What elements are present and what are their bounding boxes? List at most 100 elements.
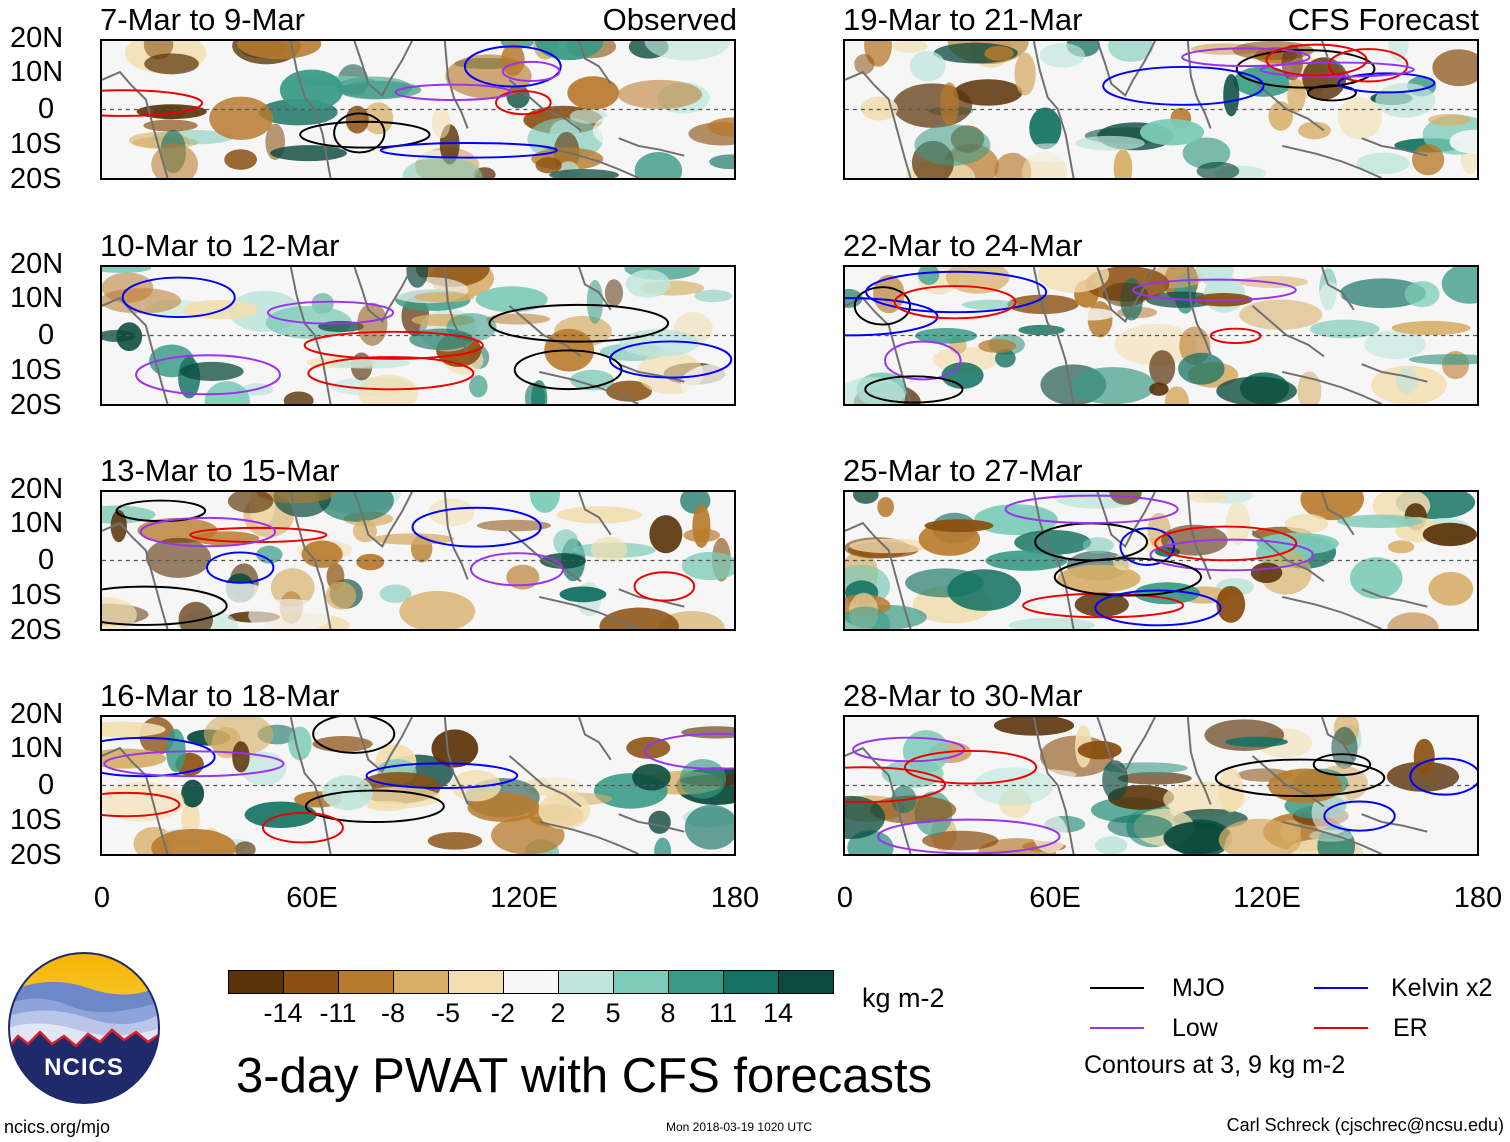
lon-label: 120E: [490, 882, 558, 914]
panel-title-3: 13-Mar to 15-Mar: [100, 453, 340, 488]
pwat-anomaly: [289, 823, 334, 837]
coastline: [1032, 267, 1075, 404]
colorbar-box: [393, 970, 449, 994]
pwat-anomaly: [283, 391, 314, 404]
wave-contour: [845, 766, 947, 803]
pwat-anomaly: [1014, 52, 1036, 96]
pwat-anomaly: [256, 492, 337, 504]
wave-contour: [488, 303, 670, 343]
pwat-anomaly: [402, 156, 483, 178]
pwat-anomaly: [567, 76, 620, 110]
pwat-anomaly: [535, 157, 562, 174]
coastline: [1282, 595, 1383, 629]
pwat-anomaly: [947, 569, 1022, 612]
coastline: [539, 370, 640, 404]
pwat-anomaly: [939, 82, 959, 126]
legend-line-er: [1314, 1027, 1368, 1029]
lon-label: 0: [836, 882, 854, 914]
pwat-field: [845, 717, 1477, 854]
coastline: [289, 267, 332, 404]
pwat-anomaly: [1109, 492, 1142, 505]
pwat-anomaly: [1102, 760, 1129, 800]
lon-label: 120E: [1233, 882, 1301, 914]
pwat-anomaly: [1356, 152, 1410, 175]
coastline: [353, 717, 413, 773]
wave-contour: [865, 270, 1048, 314]
pwat-anomaly: [110, 509, 127, 543]
pwat-anomaly: [1163, 821, 1231, 854]
pwat-anomaly: [978, 339, 1017, 353]
pwat-anomaly: [1218, 768, 1244, 813]
lat-label: 20S: [10, 389, 62, 421]
pwat-anomaly: [599, 607, 679, 629]
pwat-anomaly: [1057, 564, 1141, 593]
wave-contour: [379, 142, 558, 159]
coastline: [289, 492, 332, 629]
pwat-anomaly: [1225, 502, 1251, 545]
colorbar-label: 11: [708, 998, 738, 1028]
wave-contour: [307, 356, 475, 391]
pwat-anomaly: [144, 53, 199, 75]
pwat-anomaly: [180, 361, 244, 381]
pwat-anomaly: [707, 117, 734, 137]
pwat-anomaly: [1259, 550, 1312, 595]
wave-contour: [1209, 327, 1262, 345]
legend-label-er: ER: [1393, 1014, 1428, 1042]
map-panel-7: [843, 490, 1479, 631]
wave-contour: [1214, 758, 1386, 798]
logo-graphic: [8, 952, 160, 1104]
pwat-anomaly: [849, 538, 931, 554]
wave-contour: [121, 276, 236, 319]
pwat-field: [102, 41, 734, 178]
wave-contour: [333, 112, 386, 154]
pwat-anomaly: [1077, 740, 1122, 760]
lat-label: 20N: [10, 22, 64, 54]
coastline: [618, 813, 685, 833]
pwat-anomaly: [1019, 143, 1081, 163]
pwat-anomaly: [1391, 320, 1471, 336]
pwat-anomaly: [1075, 135, 1145, 151]
colorbar-box: [613, 970, 669, 994]
pwat-field: [102, 267, 734, 404]
pwat-anomaly: [681, 551, 734, 581]
colorbar-label: -14: [263, 998, 303, 1028]
lat-label: 20N: [10, 698, 64, 730]
lon-label: 60E: [1029, 882, 1081, 914]
pwat-anomaly: [181, 801, 200, 836]
pwat-anomaly: [145, 537, 212, 578]
figure-title: 3-day PWAT with CFS forecasts: [236, 1049, 933, 1103]
pwat-anomaly: [649, 515, 683, 554]
pwat-anomaly: [1331, 726, 1358, 770]
footer-url[interactable]: ncics.org/mjo: [4, 1117, 111, 1137]
wave-contour: [864, 375, 964, 404]
wave-contour: [299, 120, 431, 149]
pwat-anomaly: [270, 568, 315, 608]
pwat-anomaly: [679, 758, 727, 799]
pwat-anomaly: [501, 43, 525, 77]
wave-contour: [1094, 589, 1222, 627]
coastline: [1282, 370, 1383, 404]
pwat-anomaly: [1268, 101, 1293, 131]
pwat-anomaly: [684, 804, 734, 850]
pwat-anomaly: [1309, 319, 1380, 339]
pwat-anomaly: [845, 606, 891, 629]
pwat-anomaly: [428, 498, 475, 527]
wave-contour: [1132, 278, 1297, 302]
coastline: [1186, 717, 1212, 805]
coastline: [1096, 267, 1156, 323]
pwat-field: [845, 41, 1477, 178]
pwat-anomaly: [914, 124, 991, 166]
coastline: [443, 41, 469, 129]
pwat-anomaly: [1164, 386, 1190, 404]
coastline: [1321, 267, 1355, 311]
wave-contour: [266, 300, 395, 325]
wave-contour: [495, 90, 552, 116]
pwat-anomaly: [240, 751, 287, 786]
coastline: [1186, 267, 1212, 355]
colorbar-label: -8: [380, 998, 406, 1028]
pwat-anomaly: [634, 151, 683, 178]
pwat-anomaly: [399, 590, 476, 629]
lat-label: 10N: [10, 507, 64, 539]
legend-label-kelvin: Kelvin x2: [1391, 974, 1493, 1002]
coastline: [845, 521, 912, 629]
